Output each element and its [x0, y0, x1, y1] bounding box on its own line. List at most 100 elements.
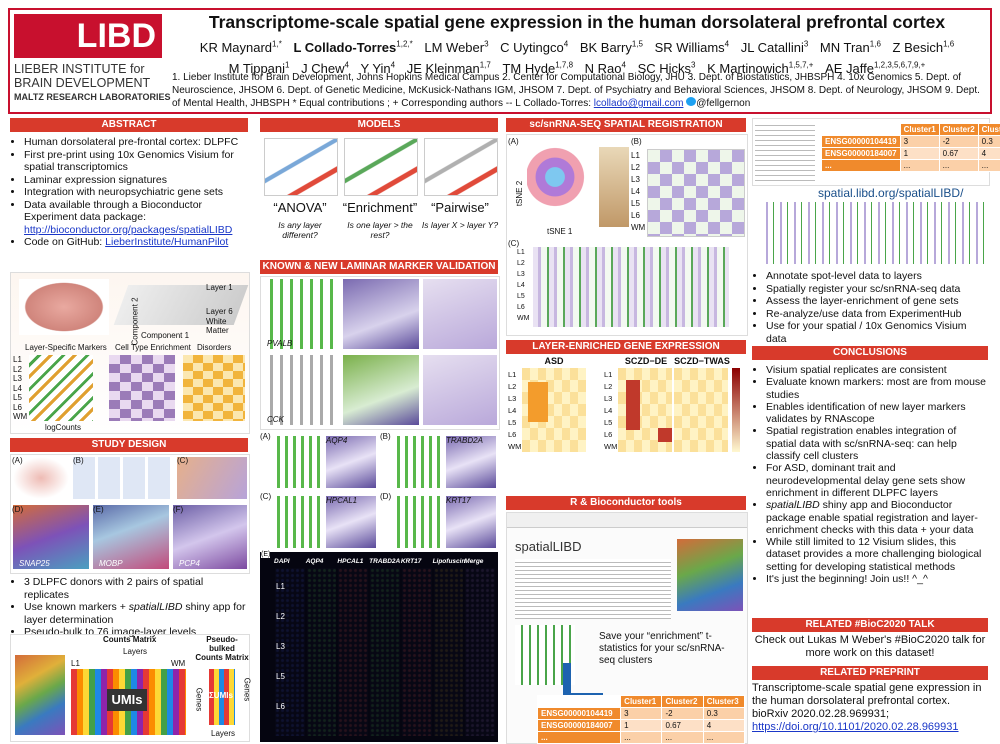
author-name: LM Weber: [424, 40, 485, 56]
author-affiliation: 4: [563, 40, 569, 49]
layer-label: L4: [13, 383, 22, 393]
bullet: Assess the layer-enrichment of gene sets: [766, 295, 988, 308]
heatmap: [183, 355, 245, 421]
image: [73, 457, 173, 499]
layer-label: L5: [631, 199, 640, 208]
label: Layer 1: [206, 283, 233, 292]
text: Data available through a Bioconductor Ex…: [24, 198, 203, 224]
row: ENSG00000104419 3 -2 0.3: [536, 707, 746, 720]
layer-label: L3: [508, 394, 517, 403]
panel-label: (D): [380, 492, 392, 501]
label: White Matter: [206, 317, 229, 335]
label: UMIs: [107, 689, 147, 711]
model-name: “ANOVA”: [273, 200, 327, 215]
layer-label: L3: [13, 374, 22, 383]
cell: ...: [821, 159, 901, 172]
text: Use known markers +: [24, 601, 129, 613]
bullet-list: Human dorsolateral pre-frontal cortex: D…: [10, 136, 248, 249]
cell: 0.3: [977, 135, 1000, 148]
author-name: M Tippani: [228, 60, 286, 76]
author-affiliation: 1,7: [479, 60, 491, 70]
bullet-list: 3 DLPFC donors with 2 pairs of spatial r…: [10, 576, 248, 639]
author: AE Jaffe1,2,3,5,6,7,9,+: [825, 60, 925, 75]
label: Cell Type Enrichment: [115, 343, 191, 352]
header-cell: Cluster3: [702, 695, 746, 708]
cell: ...: [977, 159, 1000, 172]
list: Annotate spot-level data to layersSpatia…: [752, 270, 988, 345]
bullet: Use known markers + spatialLIBD shiny ap…: [24, 601, 248, 626]
emphasis: spatialLIBD: [128, 601, 183, 613]
layer-label: L5: [517, 293, 525, 300]
layer-label: L3: [517, 271, 525, 278]
link[interactable]: http://bioconductor.org/packages/spatial…: [24, 223, 233, 236]
author-affiliation: 1,6: [869, 40, 881, 49]
author-name: K Martinowich: [707, 60, 789, 76]
twitter[interactable]: @fellgernon: [696, 98, 751, 109]
gene-label: AQP4: [326, 436, 348, 445]
author: KR Maynard1,*: [200, 40, 282, 55]
cell: 1: [620, 719, 663, 732]
header-cell: Cluster2: [938, 123, 979, 136]
title: Transcriptome-scale spatial gene express…: [208, 12, 946, 32]
section-heading: LAYER-ENRICHED GENE EXPRESSION PROFILING: [506, 340, 746, 366]
layer-label: L1: [604, 370, 613, 379]
boxplot: [272, 436, 322, 488]
layer-label: L2: [517, 260, 525, 267]
row: ENSG00000184007 1 0.67 4: [536, 719, 746, 732]
heat-cells: [533, 247, 729, 327]
author-affiliation: 1,7,8: [555, 60, 574, 70]
image-column: [306, 568, 337, 736]
panel-title: SCZD−TWAS: [674, 356, 730, 366]
layer-label: L6: [508, 430, 517, 439]
text-block: [755, 121, 815, 181]
author-affiliation: 1,5,7,+: [788, 60, 814, 70]
cell: 0.67: [661, 719, 704, 732]
image: [173, 505, 247, 569]
cell: 0.3: [702, 707, 746, 720]
affiliation-text: 1. Lieber Institute for Brain Developmen…: [172, 72, 980, 109]
label: Layer-Specific Markers: [25, 343, 107, 352]
column-header: DAPI: [274, 558, 290, 565]
table: Cluster1Cluster2Cluster3ENSG000001044193…: [821, 123, 1000, 172]
panel-label: (F): [173, 505, 184, 514]
column-header: Merge: [464, 558, 484, 565]
header-cell: [821, 123, 901, 136]
figure: (A) AQP4 (B) TRABD2A (C) HPCAL1 (D) KRT17: [260, 432, 498, 550]
layer-labels: L1 L2 L3 L5 L6: [274, 582, 304, 732]
author-name: SC Hicks: [637, 60, 692, 76]
layer-label: L4: [508, 406, 517, 415]
label: Pseudo-bulked Counts Matrix: [195, 635, 249, 662]
preprint-text: Transcriptome-scale spatial gene express…: [752, 682, 982, 720]
layer-label: WM: [508, 442, 522, 451]
layer-label: L5: [276, 672, 285, 681]
layer-label: L4: [631, 187, 640, 196]
panel-label: (E): [93, 505, 104, 514]
authors: KR Maynard1,* L Collado-Torres1,2,* LM W…: [172, 36, 982, 77]
url[interactable]: spatial.libd.org/spatialLIBD/: [818, 186, 964, 200]
doi-link[interactable]: https://doi.org/10.1101/2020.02.28.96993…: [752, 721, 959, 733]
author: Y Yin4: [361, 60, 396, 75]
panel-label: (E): [261, 551, 271, 558]
layer-label: L6: [517, 304, 525, 311]
model-plot: [424, 138, 498, 196]
label: Genes: [194, 687, 204, 712]
author: M Tippani1: [228, 60, 290, 76]
author-affiliation: 1,2,*: [396, 40, 413, 49]
image: [343, 355, 419, 425]
bullet: Code on GitHub: LieberInstitute/HumanPil…: [24, 236, 248, 249]
layer-label: L2: [276, 612, 285, 621]
email[interactable]: lcollado@gmail.com: [593, 98, 684, 109]
bullet: Re-analyze/use data from ExperimentHub: [766, 308, 988, 321]
model-name: “Enrichment”: [342, 200, 418, 215]
layer-label: L6: [631, 211, 640, 220]
image-column: [338, 568, 369, 736]
heat-cells: [658, 428, 672, 442]
bullet: Annotate spot-level data to layers: [766, 270, 988, 283]
logo-line: BRAIN DEVELOPMENT: [14, 76, 151, 90]
header-cell: Cluster1: [620, 695, 663, 708]
link[interactable]: LieberInstitute/HumanPilot: [105, 236, 229, 248]
figure: (A) (B) (C) tSNE 2 tSNE 1 L1 L2 L3 L4 L5 L6 WM…: [506, 134, 748, 336]
layer-label: L6: [604, 430, 613, 439]
cell: ...: [899, 159, 940, 172]
